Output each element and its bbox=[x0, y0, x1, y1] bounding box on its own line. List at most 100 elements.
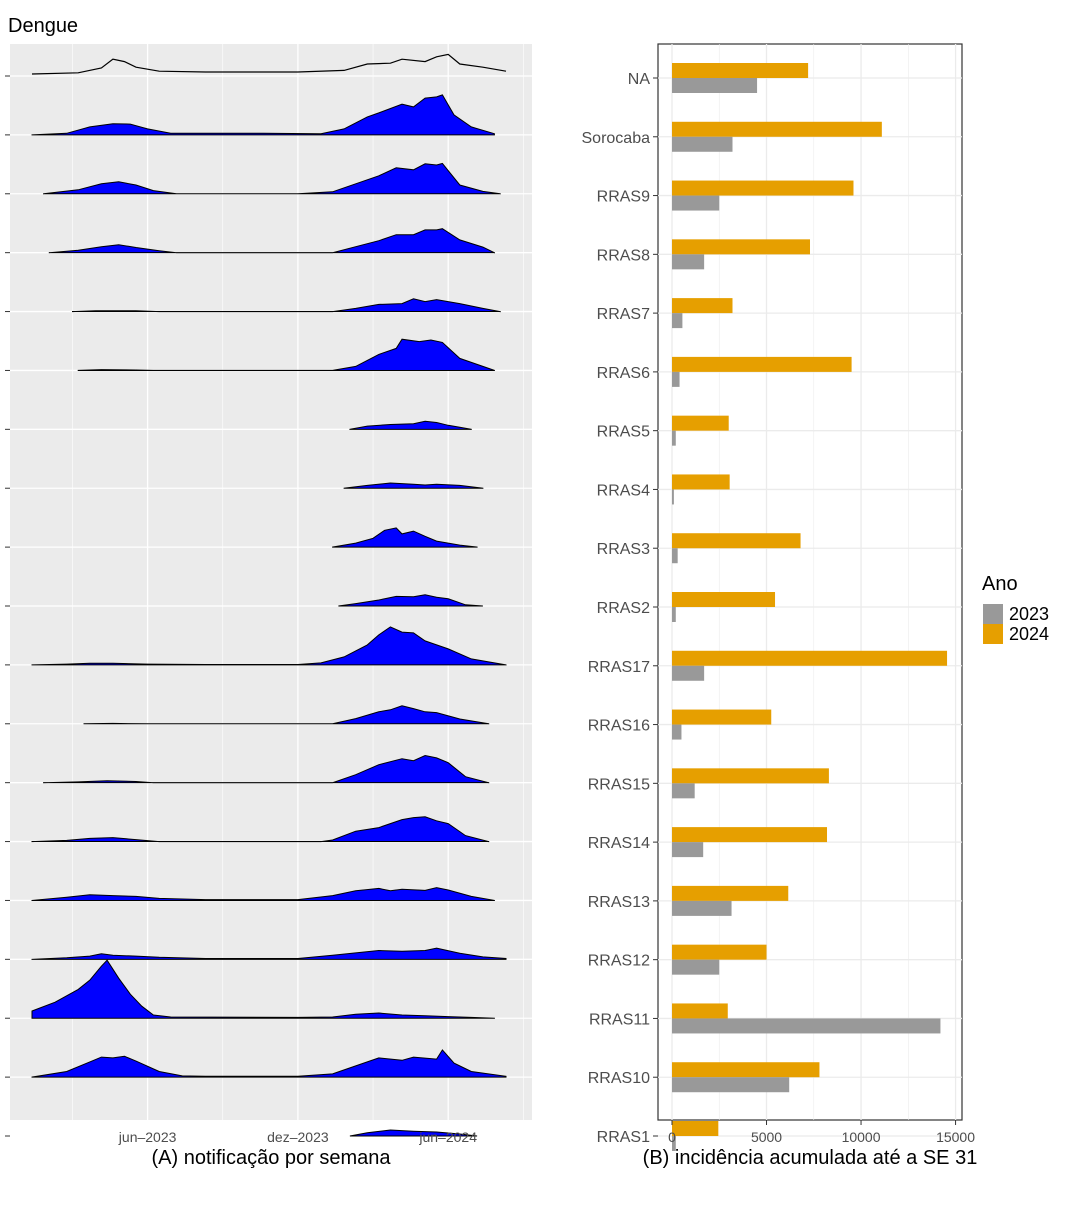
bar-2023 bbox=[672, 783, 695, 799]
ridge-area bbox=[31, 626, 507, 666]
bar-2024 bbox=[672, 1062, 820, 1078]
legend-title: Ano bbox=[982, 573, 1018, 595]
bar-series bbox=[672, 63, 948, 1151]
bar-2024 bbox=[672, 709, 772, 725]
legend-swatch-2024 bbox=[983, 624, 1003, 644]
bar-2024 bbox=[672, 1121, 719, 1136]
ridge-area bbox=[332, 527, 478, 548]
ridge-area bbox=[31, 887, 495, 901]
bar-2024 bbox=[672, 827, 828, 843]
ridge-area bbox=[349, 1129, 478, 1137]
ridge-area bbox=[343, 482, 484, 489]
ridge-area bbox=[43, 754, 490, 784]
bar-2023 bbox=[672, 78, 758, 93]
ridge-total-outline bbox=[31, 53, 507, 75]
bar-panel-frame bbox=[657, 43, 963, 1121]
bar-2023 bbox=[672, 842, 704, 858]
category-label: RRAS2 bbox=[597, 600, 650, 617]
ridge-area bbox=[31, 816, 490, 843]
category-label: RRAS17 bbox=[588, 659, 650, 676]
bar-2024 bbox=[672, 885, 789, 901]
ridge-area bbox=[338, 594, 483, 607]
bar-2023 bbox=[672, 313, 683, 329]
bar-2023 bbox=[672, 254, 705, 270]
bar-2023 bbox=[672, 900, 732, 916]
category-label: RRAS10 bbox=[588, 1070, 650, 1087]
bar-2023 bbox=[672, 1018, 941, 1034]
bar-2024 bbox=[672, 592, 776, 607]
bar-axis bbox=[653, 77, 957, 1137]
bar-2024 bbox=[672, 1003, 728, 1019]
bar-2024 bbox=[672, 415, 729, 431]
bar-2024 bbox=[672, 239, 810, 255]
bar-2023 bbox=[672, 430, 676, 446]
ridge-area bbox=[77, 338, 495, 371]
bar-2023 bbox=[672, 548, 678, 564]
bar-panel: NA Sorocaba RRAS9 RRAS8 RRAS7 RRAS6 RRAS5 RRAS4… bbox=[582, 43, 978, 1169]
bar-2023 bbox=[672, 195, 720, 211]
ridgeline-panel-background bbox=[10, 44, 532, 1120]
ridge-area bbox=[83, 705, 490, 725]
bar-2023 bbox=[672, 607, 676, 622]
bar-2023 bbox=[672, 959, 720, 975]
category-label: RRAS1 bbox=[597, 1129, 650, 1146]
category-label: RRAS15 bbox=[588, 776, 650, 793]
tick-label-jun-2024: jun–2024 bbox=[418, 1129, 477, 1145]
bar-2024 bbox=[672, 474, 730, 490]
category-label: RRAS12 bbox=[588, 953, 650, 970]
bar-2024 bbox=[672, 650, 948, 666]
bar-2024 bbox=[672, 180, 854, 196]
bar-2023 bbox=[672, 136, 733, 152]
ridge-area bbox=[31, 94, 495, 136]
category-label: RRAS9 bbox=[597, 189, 650, 206]
bar-2023 bbox=[672, 665, 705, 681]
category-label: NA bbox=[628, 71, 651, 88]
tick-label-15000: 15000 bbox=[936, 1129, 975, 1145]
ridge-area bbox=[48, 228, 495, 254]
bar-2024 bbox=[672, 944, 767, 960]
ridgeline-panel: jun–2023 dez–2023 jun–2024 (A) notificaç… bbox=[5, 44, 532, 1169]
tick-label-jun-2023: jun–2023 bbox=[118, 1129, 177, 1145]
bar-2023 bbox=[672, 1136, 676, 1151]
bar-2024 bbox=[672, 768, 829, 784]
ridge-area bbox=[31, 959, 495, 1019]
ridge-area bbox=[349, 420, 472, 430]
category-label: RRAS3 bbox=[597, 541, 650, 558]
legend-label-2023: 2023 bbox=[1009, 604, 1049, 624]
bar-2024 bbox=[672, 121, 882, 137]
category-label: RRAS4 bbox=[597, 482, 650, 499]
bar-2023 bbox=[672, 724, 682, 740]
category-label: Sorocaba bbox=[582, 130, 651, 147]
category-label: RRAS5 bbox=[597, 424, 650, 441]
bar-2023 bbox=[672, 489, 674, 505]
legend-label-2024: 2024 bbox=[1009, 624, 1049, 644]
bar-2024 bbox=[672, 356, 852, 372]
tick-label-10000: 10000 bbox=[842, 1129, 881, 1145]
bar-2024 bbox=[672, 533, 801, 549]
legend-swatch-2023 bbox=[983, 604, 1003, 624]
legend: Ano 2023 2024 bbox=[982, 573, 1049, 644]
bar-2023 bbox=[672, 1077, 790, 1093]
tick-label-dez-2023: dez–2023 bbox=[267, 1129, 329, 1145]
category-label: RRAS6 bbox=[597, 365, 650, 382]
category-label: RRAS11 bbox=[589, 1011, 650, 1028]
category-label: RRAS13 bbox=[588, 894, 650, 911]
ridge-area bbox=[31, 947, 507, 960]
ridge-area bbox=[72, 298, 501, 313]
bar-2024 bbox=[672, 298, 733, 314]
bar-2023 bbox=[672, 371, 680, 387]
ridge-area bbox=[31, 1049, 507, 1078]
tick-label-0: 0 bbox=[668, 1129, 676, 1145]
bar-category-labels: NA Sorocaba RRAS9 RRAS8 RRAS7 RRAS6 RRAS5 RRAS4… bbox=[582, 71, 651, 1146]
ridge-area bbox=[43, 162, 501, 195]
panel-b-caption: (B) incidência acumulada até a SE 31 bbox=[643, 1147, 978, 1169]
category-label: RRAS16 bbox=[588, 718, 650, 735]
tick-label-5000: 5000 bbox=[751, 1129, 782, 1145]
category-label: RRAS8 bbox=[597, 247, 650, 264]
ridgeline-axis bbox=[5, 75, 10, 1137]
category-label: RRAS7 bbox=[597, 306, 650, 323]
ridgeline-series bbox=[31, 53, 507, 1137]
panel-a-caption: (A) notificação por semana bbox=[151, 1147, 391, 1169]
category-label: RRAS14 bbox=[588, 835, 650, 852]
